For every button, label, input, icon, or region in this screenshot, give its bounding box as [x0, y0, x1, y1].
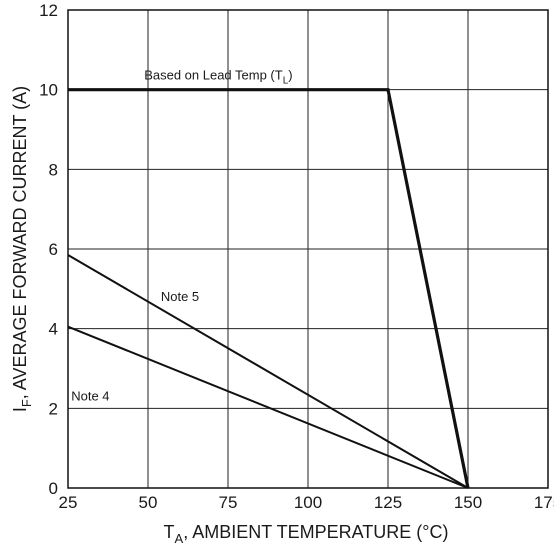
series-group	[67, 88, 470, 489]
y-tick-label-2: 2	[49, 399, 58, 418]
x-tick-label-150: 150	[454, 493, 482, 512]
series-line-2	[67, 254, 469, 489]
x-tick-label-100: 100	[294, 493, 322, 512]
y-tick-labels: 0 2 4 6 8 10 12	[39, 1, 58, 498]
grid	[67, 9, 549, 489]
annotations: Based on Lead Temp (TL) Note 5 Note 4	[71, 68, 292, 404]
x-tick-labels: 25 50 75 100 125 150 175	[59, 493, 554, 512]
x-tick-label-125: 125	[374, 493, 402, 512]
y-tick-label-8: 8	[49, 160, 58, 179]
annotation-2: Note 5	[161, 289, 199, 304]
y-tick-label-6: 6	[49, 240, 58, 259]
annotation-3: Note 4	[71, 388, 109, 403]
y-tick-label-0: 0	[49, 479, 58, 498]
x-tick-label-75: 75	[219, 493, 238, 512]
annotation-1: Based on Lead Temp (TL)	[144, 68, 292, 87]
series-line-1	[68, 88, 470, 489]
y-tick-label-10: 10	[39, 81, 58, 100]
y-tick-label-4: 4	[49, 320, 58, 339]
y-tick-label-12: 12	[39, 1, 58, 20]
series-line-3	[67, 325, 469, 489]
x-tick-label-175: 175	[534, 493, 554, 512]
x-axis-label: TA, AMBIENT TEMPERATURE (°C)	[164, 522, 449, 546]
x-tick-label-50: 50	[139, 493, 158, 512]
x-tick-label-25: 25	[59, 493, 78, 512]
y-axis-label: IF, AVERAGE FORWARD CURRENT (A)	[10, 86, 34, 412]
plot-frame	[67, 9, 549, 489]
plot-border	[67, 9, 549, 489]
